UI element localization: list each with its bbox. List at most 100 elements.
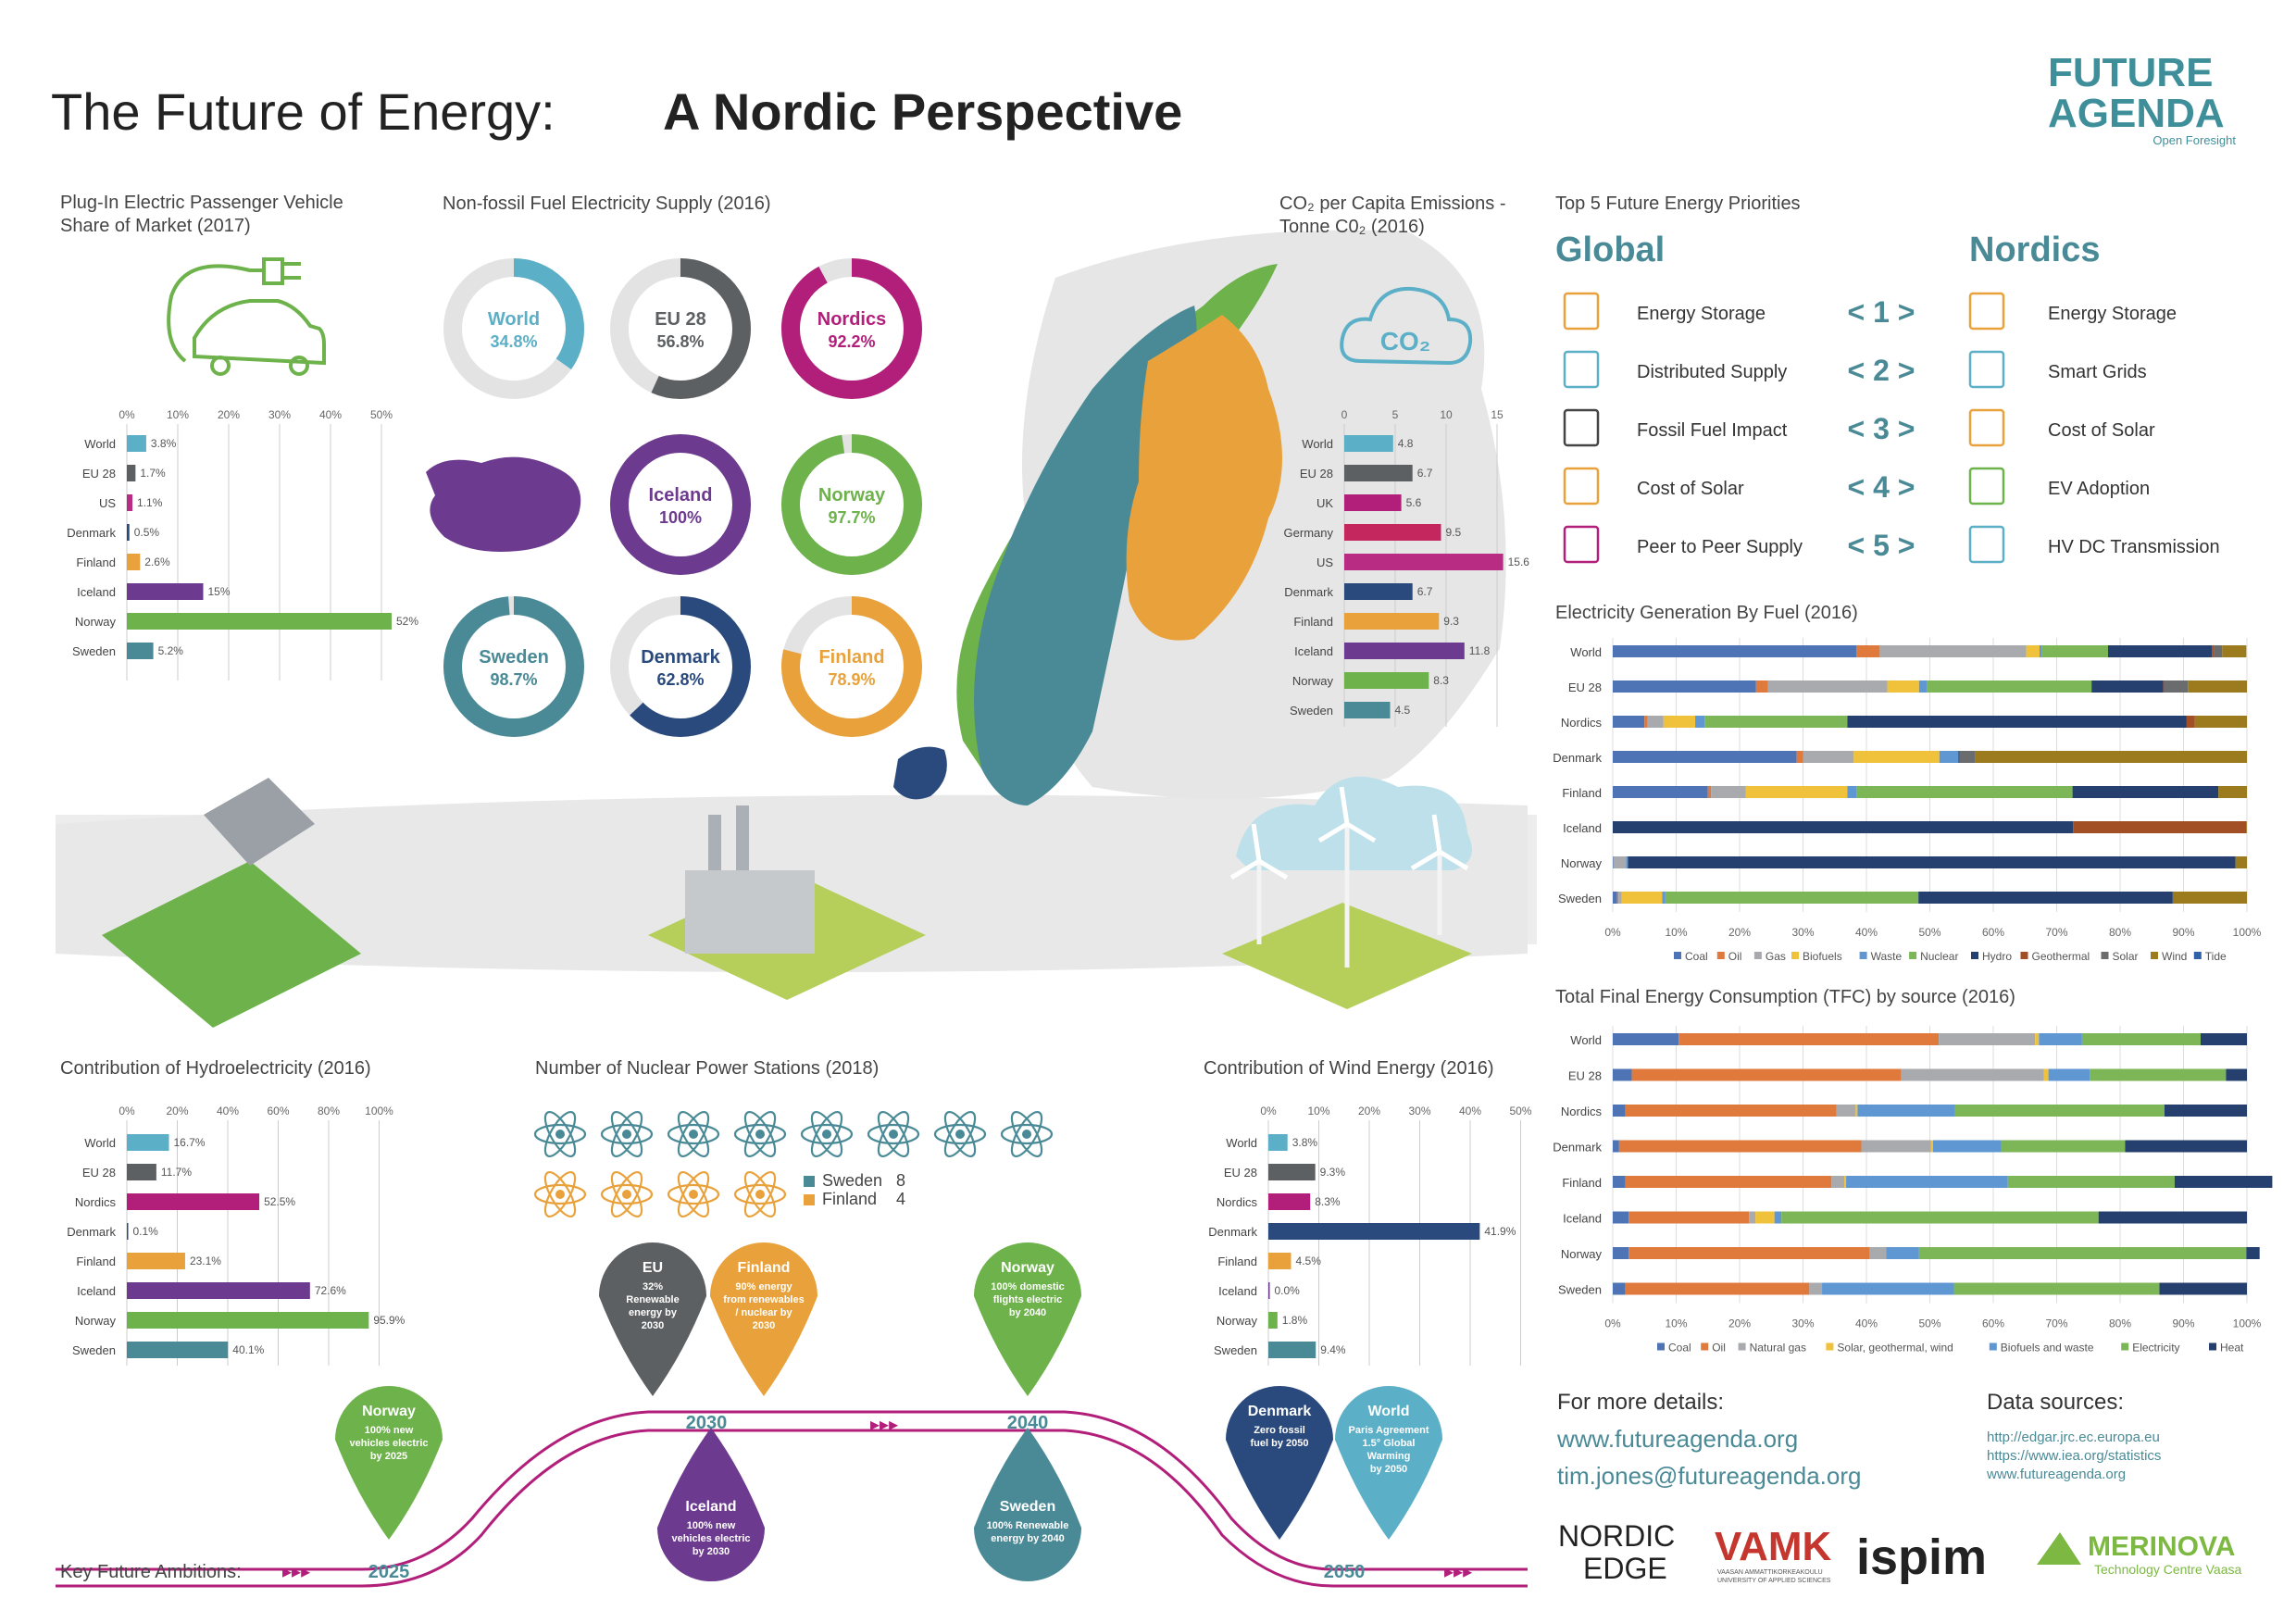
row-label: Iceland xyxy=(1218,1284,1257,1298)
bar xyxy=(127,1342,229,1358)
bar xyxy=(127,1282,310,1299)
wind-chart-title: Contribution of Wind Energy (2016) xyxy=(1204,1058,1494,1079)
ev-share-chart-title-line2: Share of Market (2017) xyxy=(60,216,251,236)
merinova-sub: Technology Centre Vaasa xyxy=(2094,1562,2241,1577)
stack-segment xyxy=(1631,1068,1902,1081)
stack-segment xyxy=(1665,892,1919,904)
global-priority-icon xyxy=(1563,408,1600,447)
atom-orbit xyxy=(743,1170,777,1218)
tick-label: 60% xyxy=(1982,926,2004,939)
stack-segment xyxy=(2200,1033,2247,1045)
value-label: 8.3% xyxy=(1315,1195,1341,1208)
nordics-priority-label: Smart Grids xyxy=(2048,362,2147,382)
legend-swatch xyxy=(1657,1342,1665,1351)
pin-shape xyxy=(599,1242,706,1396)
stack-segment xyxy=(1853,751,1940,763)
atom-orbit xyxy=(677,1110,710,1158)
timeline-year: 2050 xyxy=(1324,1562,1366,1582)
row-label: Denmark xyxy=(67,1225,116,1239)
donut-value: 78.9% xyxy=(828,670,875,689)
row-label: Iceland xyxy=(1563,1212,1602,1226)
cloud-illustration xyxy=(1236,776,1472,870)
row-label: Norway xyxy=(1292,674,1334,688)
tfc-chart-title: Total Final Energy Consumption (TFC) by … xyxy=(1555,987,2015,1007)
donut-label: Iceland xyxy=(649,485,713,506)
row-label: Germany xyxy=(1284,526,1334,540)
value-label: 3.8% xyxy=(1292,1136,1318,1149)
bar xyxy=(1344,494,1402,511)
row-label: EU 28 xyxy=(1300,467,1333,481)
legend-swatch xyxy=(1909,952,1917,959)
value-label: 3.8% xyxy=(151,437,177,450)
atom-orbit xyxy=(743,1110,777,1158)
turbine-blades xyxy=(1317,786,1377,843)
value-label: 5.6 xyxy=(1406,496,1422,509)
atom-core xyxy=(689,1190,698,1199)
stack-segment xyxy=(1831,1176,1845,1188)
atom-core xyxy=(889,1130,898,1139)
row-label: Finland xyxy=(1217,1255,1257,1268)
global-priority-label: Energy Storage xyxy=(1637,304,1766,324)
global-priority-icon xyxy=(1563,350,1600,389)
row-label: Norway xyxy=(1561,856,1603,870)
priority-rank: < 3 > xyxy=(1848,412,1915,445)
atom-orbit xyxy=(867,1123,920,1145)
stack-segment xyxy=(1663,716,1696,728)
stack-segment xyxy=(2048,1068,2090,1081)
atom-icon xyxy=(733,1110,787,1158)
donut-arc xyxy=(443,258,584,399)
cloud-label: CO₂ xyxy=(1380,327,1430,356)
stack-segment xyxy=(1939,1033,2036,1045)
legend-label: Coal xyxy=(1668,1342,1691,1355)
tick-label: 30% xyxy=(1791,1317,1814,1330)
value-label: 9.3% xyxy=(1320,1166,1346,1179)
stack-segment xyxy=(1930,1140,1933,1153)
legend-label: Wind xyxy=(2162,950,2187,963)
pin-line: 2030 xyxy=(753,1320,775,1331)
stack-segment xyxy=(1918,892,2173,904)
bar xyxy=(1344,583,1413,600)
row-label: US xyxy=(1316,556,1333,569)
atom-orbit xyxy=(933,1123,987,1145)
value-label: 4.5% xyxy=(1296,1255,1322,1267)
turbine-blades xyxy=(1229,823,1289,880)
donut-arc xyxy=(610,258,751,399)
logo-line1: FUTURE xyxy=(2048,50,2213,95)
atom-orbit xyxy=(733,1183,787,1205)
atom-icon xyxy=(1000,1110,1054,1158)
legend-swatch xyxy=(2209,1342,2216,1351)
row-label: EU 28 xyxy=(82,467,116,481)
tick-label: 5 xyxy=(1392,408,1399,421)
pin-line: by 2030 xyxy=(693,1546,730,1557)
legend-label: Oil xyxy=(1712,1342,1726,1355)
legend-label: Tide xyxy=(2205,950,2227,963)
row-label: EU 28 xyxy=(82,1166,116,1180)
tick-label: 40% xyxy=(217,1105,239,1117)
ev-share-chart: Plug-In Electric Passenger Vehicle Share … xyxy=(60,193,418,680)
atom-orbit xyxy=(667,1183,720,1205)
title-part1: The Future of Energy: xyxy=(51,82,555,141)
stack-segment xyxy=(1613,1140,1619,1153)
atom-orbit xyxy=(533,1123,587,1145)
atom-core xyxy=(622,1190,631,1199)
pin-line: Paris Agreement xyxy=(1348,1425,1429,1436)
stack-segment xyxy=(2212,645,2215,657)
tick-label: 50% xyxy=(1918,926,1940,939)
stack-segment xyxy=(2164,1105,2247,1117)
title-part2: A Nordic Perspective xyxy=(663,82,1182,141)
row-label: US xyxy=(99,496,116,510)
stack-segment xyxy=(1613,856,1627,868)
tick-label: 0% xyxy=(1260,1105,1277,1117)
stack-segment xyxy=(1886,1247,1919,1259)
atom-core xyxy=(955,1130,965,1139)
priorities-nordics-heading: Nordics xyxy=(1969,231,2100,269)
stack-segment xyxy=(2040,645,2042,657)
row-label: EU 28 xyxy=(1568,680,1602,694)
bar xyxy=(1268,1223,1480,1240)
global-priority-icon xyxy=(1563,292,1600,331)
value-label: 2.6% xyxy=(144,556,170,568)
logo-tagline: Open Foresight xyxy=(2152,133,2236,147)
donut-label: Nordics xyxy=(817,309,886,330)
pin-line: vehicles electric xyxy=(671,1533,750,1544)
